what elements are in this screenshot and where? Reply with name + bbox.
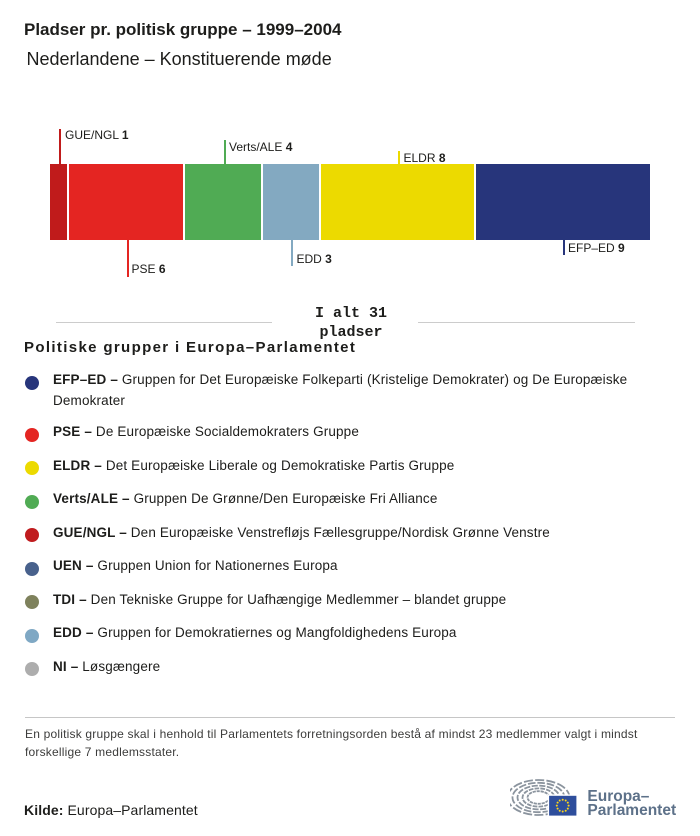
svg-text:Europa–: Europa– (587, 788, 649, 805)
svg-text:Parlamentet: Parlamentet (587, 802, 676, 819)
